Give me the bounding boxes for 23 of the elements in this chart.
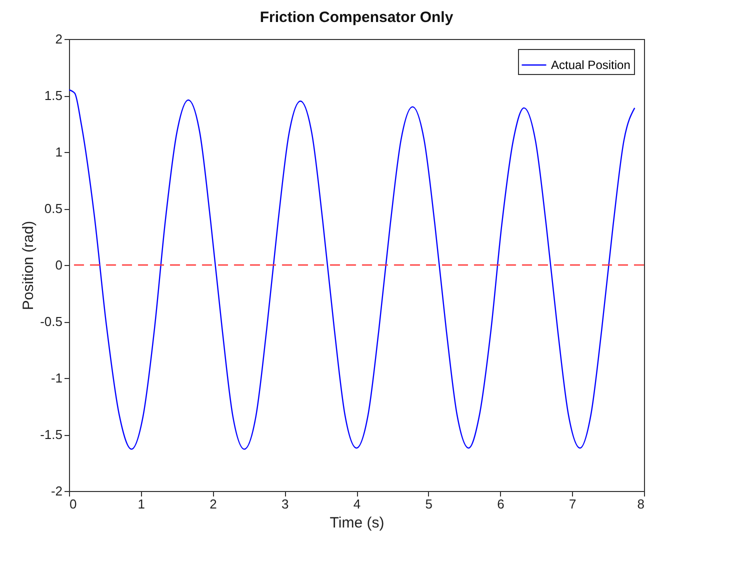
x-tick-label: 4: [353, 496, 361, 512]
x-tick-label: 8: [637, 496, 644, 512]
y-axis-title: Position (rad): [20, 220, 38, 310]
y-tick-label: 0: [55, 258, 62, 272]
x-tick-label: 5: [425, 496, 432, 512]
legend-label: Actual Position: [551, 58, 630, 72]
x-tick-label: 6: [497, 496, 504, 512]
y-tick-label: -1.5: [40, 427, 62, 442]
y-tick-label: 2: [55, 32, 62, 46]
chart-title: Friction Compensator Only: [260, 9, 454, 26]
x-axis-title: Time (s): [330, 514, 384, 532]
x-tick-label: 1: [138, 496, 145, 512]
y-tick-label: -1: [50, 370, 62, 386]
x-tick-label: 2: [210, 496, 217, 512]
y-tick-label: 0.5: [44, 201, 62, 216]
y-tick-label: 1.5: [44, 88, 62, 103]
x-tick-label: 0: [70, 496, 77, 512]
y-tick-label: -0.5: [40, 314, 62, 329]
y-tick-label: 1: [55, 144, 62, 160]
x-tick-label: 7: [569, 496, 576, 512]
y-tick-label: -2: [50, 484, 62, 498]
line-series: [69, 89, 636, 450]
x-tick-label: 3: [282, 496, 289, 512]
